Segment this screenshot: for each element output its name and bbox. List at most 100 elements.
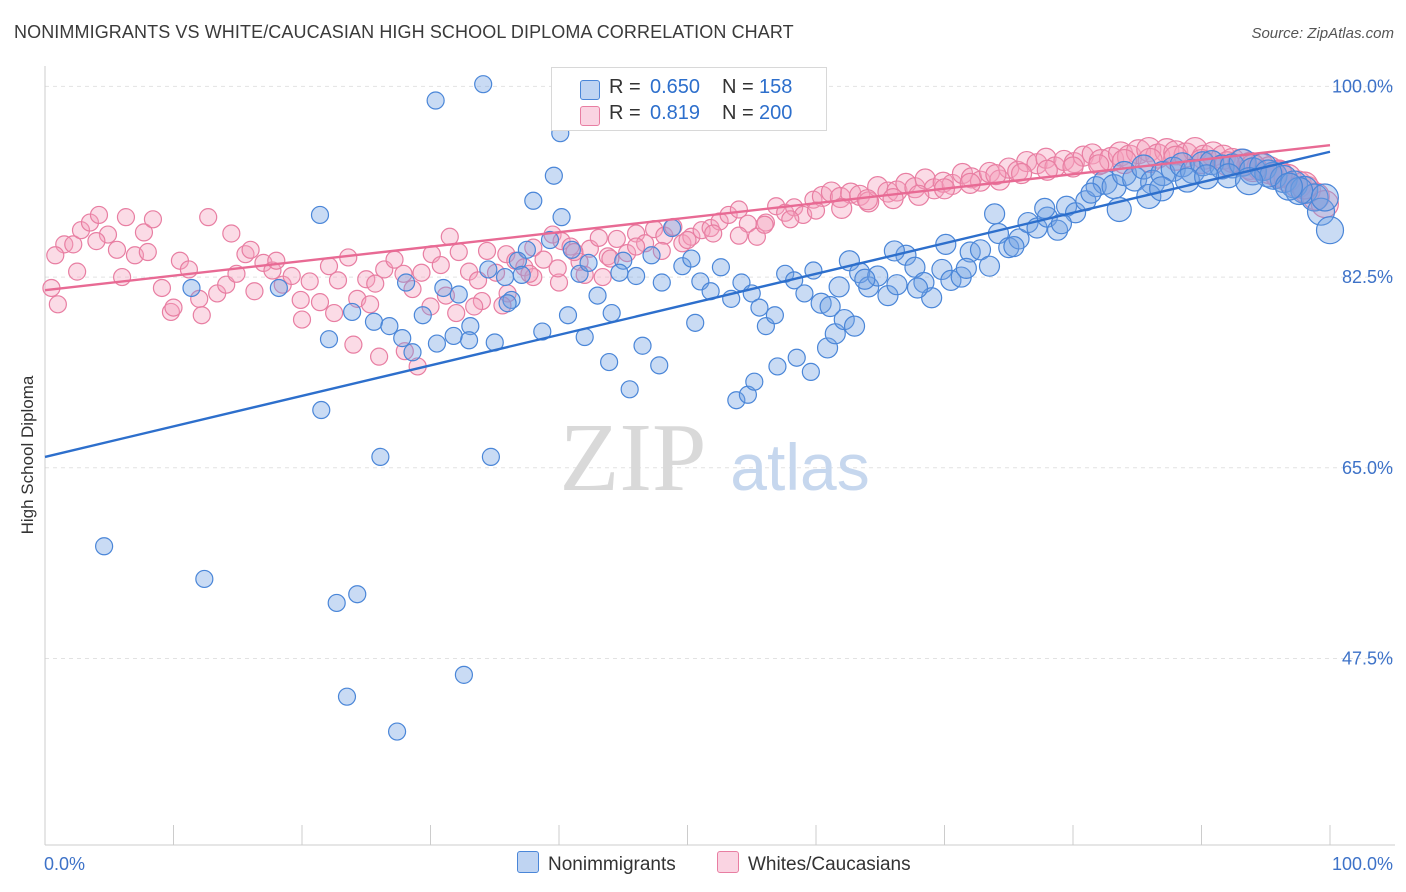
nonimmigrants-point <box>195 569 214 589</box>
nonimmigrants-point <box>310 205 330 225</box>
whites-point <box>882 188 904 210</box>
whites-point <box>48 295 67 314</box>
nonimmigrants-point <box>427 334 447 353</box>
whites-point <box>344 335 363 354</box>
nonimmigrants-point <box>906 277 929 299</box>
whites-point <box>985 164 1007 186</box>
watermark: ZIP atlas <box>560 404 870 512</box>
legend-row-nonimmigrants: R = 0.650 N = 158 <box>552 76 826 102</box>
nonimmigrants-point <box>614 251 633 270</box>
nonimmigrants-point <box>1046 219 1069 241</box>
nonimmigrants-point <box>843 315 866 337</box>
nonimmigrants-point <box>380 317 399 336</box>
nonimmigrants-point <box>1199 150 1225 176</box>
whites-point <box>138 242 157 262</box>
whites-point <box>403 279 422 299</box>
nonimmigrants-point <box>867 265 889 287</box>
legend-n-value: 200 <box>759 102 793 124</box>
whites-point <box>831 197 853 220</box>
whites-point <box>116 208 136 227</box>
nonimmigrants-point <box>337 687 357 706</box>
nonimmigrants-point <box>498 294 517 313</box>
whites-point <box>199 208 218 227</box>
nonimmigrants-point <box>633 336 652 355</box>
source-credit: Source: ZipAtlas.com <box>1251 25 1394 42</box>
whites-point <box>548 259 567 278</box>
tick-labels: 47.5% 65.0% 82.5% 100.0% 0.0% 100.0% <box>44 76 1393 874</box>
whites-point <box>263 261 282 280</box>
nonimmigrants-point <box>750 298 769 317</box>
legend-swatch-blue <box>580 80 600 100</box>
nonimmigrants-point <box>495 267 515 287</box>
nonimmigrants-point <box>393 329 412 348</box>
whites-point <box>729 226 749 245</box>
whites-point <box>449 242 468 262</box>
y-tick-label: 65.0% <box>1342 458 1393 478</box>
trend-line-whites <box>44 144 1331 292</box>
whites-point <box>1036 159 1058 181</box>
nonimmigrants-point <box>454 665 474 684</box>
legend-n-value: 158 <box>759 76 793 98</box>
nonimmigrants-point <box>801 362 820 381</box>
legend-n-label: N = <box>722 76 754 98</box>
whites-point <box>68 262 87 281</box>
nonimmigrants-point <box>682 249 701 268</box>
whites-point <box>589 228 608 247</box>
nonimmigrants-point <box>686 313 705 332</box>
y-axis-label: High School Diploma <box>18 375 37 535</box>
nonimmigrants-point <box>711 258 731 277</box>
legend-item-whites[interactable]: Whites/Caucasians <box>717 851 911 876</box>
whites-point <box>704 224 723 243</box>
whites-point <box>87 232 106 251</box>
trend-lines <box>44 144 1331 459</box>
nonimmigrants-point <box>886 274 908 296</box>
nonimmigrants-point <box>544 166 563 185</box>
nonimmigrants-point <box>795 284 814 303</box>
whites-point <box>361 295 380 314</box>
whites-point <box>729 200 749 219</box>
whites-point <box>292 310 312 329</box>
legend-label: Whites/Caucasians <box>748 854 911 875</box>
nonimmigrants-point <box>364 312 384 331</box>
whites-point <box>477 241 497 261</box>
whites-point <box>310 293 330 312</box>
chart-title: NONIMMIGRANTS VS WHITE/CAUCASIAN HIGH SC… <box>14 22 794 42</box>
nonimmigrants-point <box>745 372 764 391</box>
whites-point <box>241 240 260 259</box>
whites-point <box>593 267 612 287</box>
nonimmigrants-point <box>403 343 422 362</box>
whites-point <box>245 282 264 301</box>
nonimmigrants-point <box>819 295 841 318</box>
nonimmigrants-point <box>662 218 682 238</box>
nonimmigrants-point <box>833 308 855 331</box>
watermark-zip: ZIP <box>560 404 707 512</box>
whites-point <box>164 298 183 317</box>
legend-r-value: 0.819 <box>650 102 701 124</box>
nonimmigrants-point <box>481 447 500 466</box>
nonimmigrants-point <box>828 276 850 298</box>
nonimmigrants-point <box>474 75 493 94</box>
whites-point <box>1163 140 1189 166</box>
nonimmigrants-point <box>562 240 581 259</box>
whites-point <box>431 255 450 275</box>
whites-point <box>267 251 286 270</box>
whites-point <box>152 278 172 298</box>
whites-point <box>98 225 118 244</box>
nonimmigrants-point <box>1315 216 1345 245</box>
legend-r-label: R = <box>609 102 641 124</box>
whites-point <box>607 229 626 249</box>
nonimmigrants-point <box>765 306 784 325</box>
legend-swatch-pink <box>717 851 739 873</box>
y-tick-label: 82.5% <box>1342 267 1393 287</box>
whites-point <box>755 215 774 234</box>
x-tick-label: 100.0% <box>1332 854 1393 874</box>
whites-point <box>856 189 879 211</box>
nonimmigrants-point <box>1310 183 1339 212</box>
legend-row-whites: R = 0.819 N = 200 <box>552 102 826 128</box>
legend-item-nonimmigrants[interactable]: Nonimmigrants <box>517 851 676 876</box>
nonimmigrants-point <box>1080 182 1102 204</box>
whites-point <box>565 242 584 262</box>
nonimmigrants-point <box>955 257 977 279</box>
nonimmigrants-point <box>602 303 621 323</box>
